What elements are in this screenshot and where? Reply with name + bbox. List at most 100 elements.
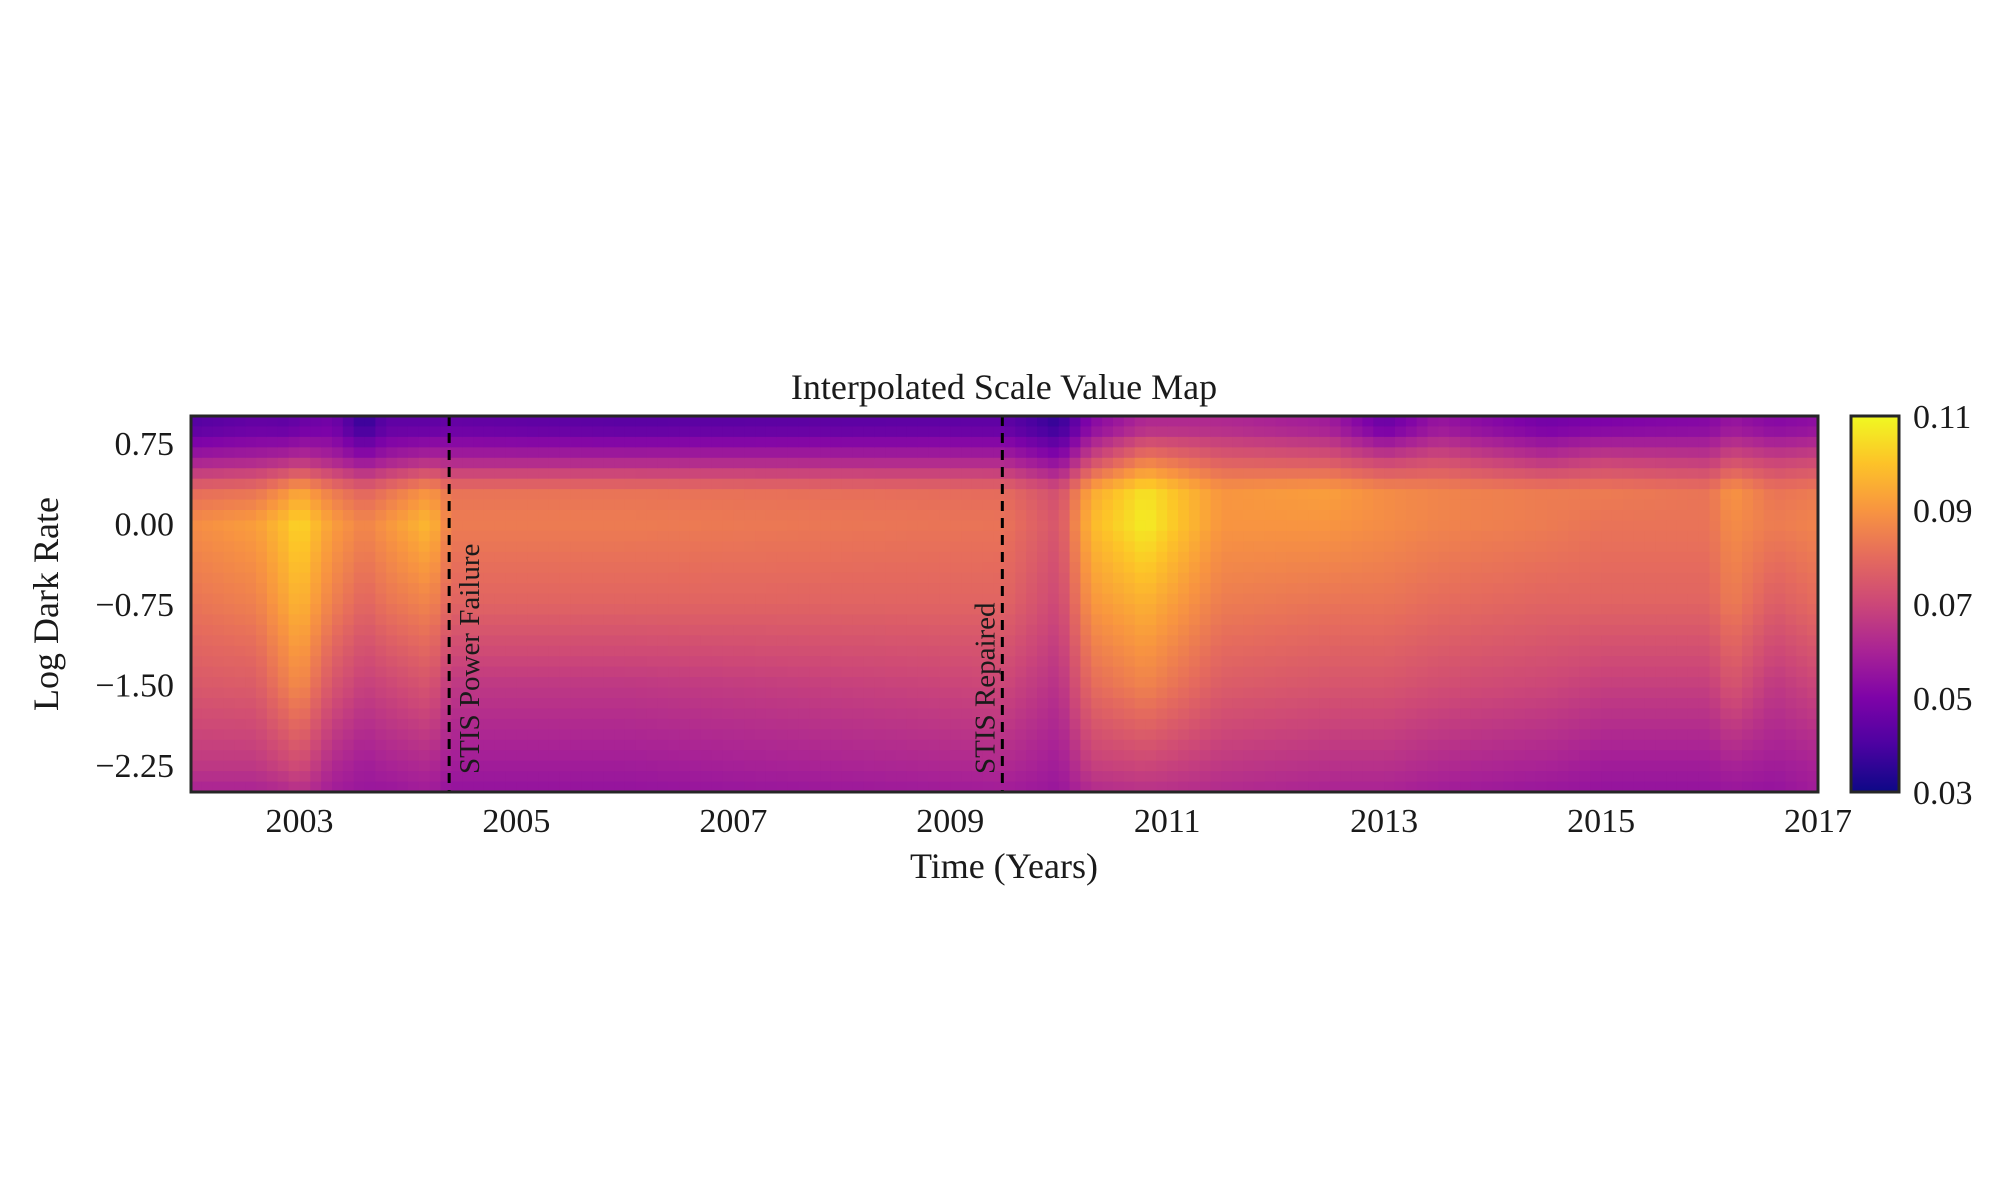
heatmap-cell	[1546, 718, 1559, 730]
heatmap-cell	[917, 708, 930, 720]
heatmap-cell	[321, 436, 333, 448]
heatmap-cell	[1362, 520, 1374, 532]
heatmap-cell	[1427, 416, 1439, 428]
heatmap-cell	[1091, 436, 1103, 448]
heatmap-cell	[1579, 593, 1591, 605]
heatmap-cell	[1622, 530, 1635, 542]
heatmap-cell	[711, 771, 724, 783]
heatmap-cell	[245, 760, 257, 772]
heatmap-cell	[603, 426, 615, 438]
heatmap-cell	[1687, 457, 1700, 469]
heatmap-cell	[1243, 604, 1255, 616]
heatmap-cell	[971, 760, 984, 772]
heatmap-cell	[429, 624, 442, 636]
heatmap-cell	[1037, 739, 1049, 751]
heatmap-cell	[1416, 478, 1429, 490]
heatmap-cell	[939, 572, 951, 584]
heatmap-cell	[820, 677, 832, 689]
heatmap-cell	[1134, 698, 1147, 710]
heatmap-cell	[1015, 656, 1027, 668]
heatmap-cell	[451, 718, 463, 730]
heatmap-cell	[1449, 739, 1461, 751]
heatmap-cell	[896, 750, 908, 762]
heatmap-cell	[1373, 457, 1385, 469]
heatmap-cell	[1427, 666, 1439, 678]
heatmap-cell	[679, 677, 691, 689]
heatmap-cell	[1622, 635, 1635, 647]
heatmap-cell	[689, 687, 702, 699]
heatmap-cell	[1319, 656, 1331, 668]
heatmap-cell	[201, 457, 214, 469]
heatmap-cell	[1329, 718, 1342, 730]
heatmap-cell	[266, 750, 279, 762]
heatmap-cell	[386, 416, 398, 428]
heatmap-cell	[1438, 478, 1450, 490]
heatmap-cell	[1091, 510, 1103, 522]
heatmap-cell	[1460, 666, 1472, 678]
heatmap-cell	[1481, 551, 1494, 563]
heatmap-cell	[1579, 656, 1591, 668]
heatmap-cell	[494, 624, 507, 636]
heatmap-cell	[961, 562, 973, 574]
heatmap-cell	[765, 489, 778, 501]
heatmap-cell	[451, 499, 463, 511]
heatmap-cell	[462, 645, 474, 657]
heatmap-cell	[776, 677, 789, 689]
heatmap-cell	[1557, 771, 1570, 783]
heatmap-cell	[1210, 687, 1223, 699]
heatmap-cell	[798, 572, 810, 584]
heatmap-cell	[1243, 781, 1255, 793]
heatmap-cell	[993, 520, 1006, 532]
heatmap-cell	[1253, 562, 1266, 574]
heatmap-cell	[353, 583, 366, 595]
heatmap-cell	[646, 520, 659, 532]
heatmap-cell	[1026, 687, 1038, 699]
heatmap-cell	[614, 750, 626, 762]
heatmap-cell	[1579, 447, 1591, 459]
heatmap-cell	[906, 687, 919, 699]
heatmap-cell	[1340, 687, 1353, 699]
heatmap-cell	[1264, 468, 1277, 480]
heatmap-cell	[1405, 541, 1418, 553]
heatmap-cell	[505, 426, 517, 438]
heatmap-cell	[646, 718, 659, 730]
heatmap-cell	[1264, 593, 1277, 605]
heatmap-cell	[896, 551, 908, 563]
heatmap-cell	[538, 614, 550, 626]
heatmap-cell	[896, 426, 908, 438]
heatmap-cell	[1676, 478, 1689, 490]
heatmap-cell	[332, 750, 344, 762]
heatmap-cell	[1546, 489, 1559, 501]
heatmap-cell	[1091, 666, 1103, 678]
heatmap-cell	[277, 760, 290, 772]
heatmap-cell	[852, 624, 865, 636]
heatmap-cell	[1601, 541, 1613, 553]
heatmap-cell	[917, 530, 930, 542]
heatmap-cell	[1644, 562, 1656, 574]
heatmap-cell	[1091, 478, 1103, 490]
heatmap-cell	[1384, 781, 1396, 793]
heatmap-cell	[559, 729, 572, 741]
heatmap-cell	[1514, 551, 1526, 563]
heatmap-cell	[1047, 677, 1060, 689]
heatmap-cell	[1091, 572, 1103, 584]
heatmap-cell	[332, 520, 344, 532]
heatmap-cell	[1297, 624, 1309, 636]
heatmap-cell	[646, 416, 659, 428]
heatmap-cell	[1351, 426, 1364, 438]
heatmap-cell	[505, 656, 517, 668]
heatmap-cell	[798, 478, 810, 490]
heatmap-cell	[1297, 468, 1309, 480]
heatmap-cell	[212, 520, 225, 532]
heatmap-cell	[538, 781, 550, 793]
heatmap-cell	[603, 530, 615, 542]
heatmap-cell	[928, 771, 941, 783]
heatmap-cell	[1557, 604, 1570, 616]
heatmap-cell	[386, 677, 398, 689]
heatmap-cell	[1470, 447, 1483, 459]
heatmap-cell	[1644, 541, 1656, 553]
heatmap-cell	[342, 760, 355, 772]
heatmap-cell	[1112, 624, 1125, 636]
heatmap-cell	[906, 416, 919, 428]
heatmap-cell	[1080, 572, 1092, 584]
